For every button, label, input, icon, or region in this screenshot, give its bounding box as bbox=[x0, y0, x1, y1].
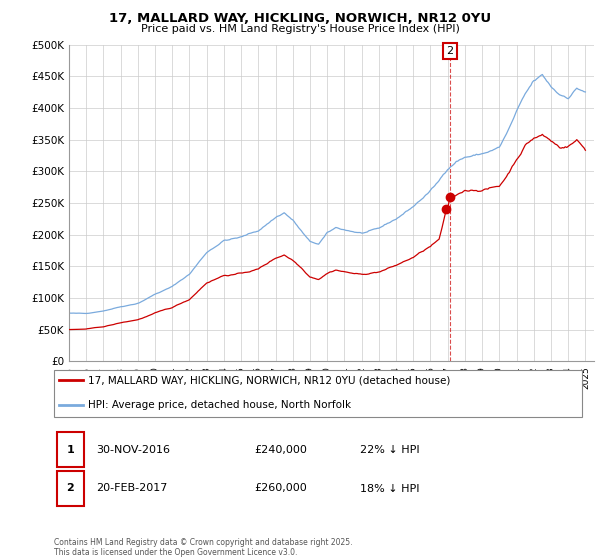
Text: 30-NOV-2016: 30-NOV-2016 bbox=[96, 445, 170, 455]
Text: 2: 2 bbox=[67, 483, 74, 493]
Text: Contains HM Land Registry data © Crown copyright and database right 2025.
This d: Contains HM Land Registry data © Crown c… bbox=[54, 538, 353, 557]
Text: 22% ↓ HPI: 22% ↓ HPI bbox=[360, 445, 420, 455]
Bar bbox=[56, 472, 84, 506]
Text: 17, MALLARD WAY, HICKLING, NORWICH, NR12 0YU (detached house): 17, MALLARD WAY, HICKLING, NORWICH, NR12… bbox=[88, 375, 451, 385]
Text: 1: 1 bbox=[67, 445, 74, 455]
Text: 17, MALLARD WAY, HICKLING, NORWICH, NR12 0YU: 17, MALLARD WAY, HICKLING, NORWICH, NR12… bbox=[109, 12, 491, 25]
Text: £240,000: £240,000 bbox=[254, 445, 308, 455]
Text: 20-FEB-2017: 20-FEB-2017 bbox=[96, 483, 167, 493]
Text: 18% ↓ HPI: 18% ↓ HPI bbox=[360, 483, 420, 493]
Text: £260,000: £260,000 bbox=[254, 483, 307, 493]
Text: Price paid vs. HM Land Registry's House Price Index (HPI): Price paid vs. HM Land Registry's House … bbox=[140, 24, 460, 34]
Text: HPI: Average price, detached house, North Norfolk: HPI: Average price, detached house, Nort… bbox=[88, 400, 352, 410]
Text: 2: 2 bbox=[446, 46, 454, 56]
Bar bbox=[56, 432, 84, 466]
